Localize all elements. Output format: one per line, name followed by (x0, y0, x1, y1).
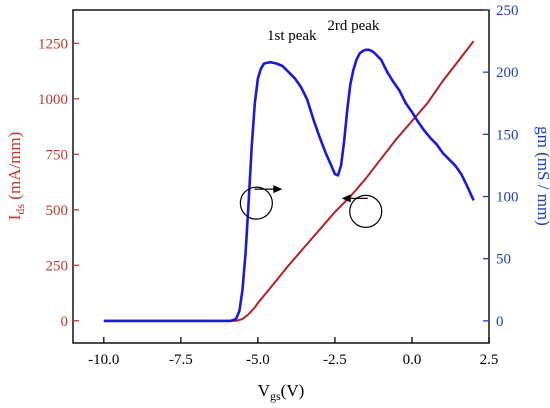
x-tick-label: -2.5 (323, 352, 347, 368)
arrow-right-icon (254, 185, 283, 194)
axes-layer (72, 9, 490, 344)
y-left-axis-label: Ids (mA/mm) (5, 132, 27, 221)
gm-series-line (103, 48, 475, 323)
ids-series-line (103, 40, 475, 322)
x-tick-label: 0.0 (403, 352, 422, 368)
y-right-tick-label: 200 (496, 65, 519, 81)
x-tick-label: -10.0 (88, 352, 119, 368)
y-right-tick-label: 0 (496, 314, 504, 330)
axis-marker-circle (239, 186, 273, 220)
y-left-tick-label: 500 (46, 203, 69, 219)
x-tick-label: -5.0 (246, 352, 270, 368)
x-axis-label: Vgs(V) (258, 381, 305, 403)
y-right-axis-label: gm (mS / mm) (534, 126, 550, 226)
y-left-tick-label: 1000 (38, 92, 68, 108)
ticks-layer: -10.0 -7.5 -5.0 -2.5 0.0 2.502505007501000125… (38, 3, 519, 368)
x-tick-label: 2.5 (480, 352, 499, 368)
x-tick-label: -7.5 (169, 352, 193, 368)
plot-frame (72, 9, 490, 344)
y-right-tick-label: 100 (496, 190, 519, 206)
y-right-tick-label: 250 (496, 3, 519, 19)
y-left-tick-label: 250 (46, 258, 69, 274)
y-left-tick-label: 1250 (38, 36, 68, 52)
annotation-layer: 1st peak 2rd peak (239, 18, 383, 228)
y-left-tick-label: 750 (46, 147, 69, 163)
peak-annotation: 1st peak (267, 28, 317, 44)
series-layer (103, 40, 475, 323)
peak-annotation: 2rd peak (327, 18, 380, 34)
axis-marker-circle (349, 194, 383, 228)
y-right-tick-label: 50 (496, 252, 511, 268)
arrow-left-icon (341, 194, 368, 203)
y-left-tick-label: 0 (61, 314, 69, 330)
y-right-tick-label: 150 (496, 127, 519, 143)
